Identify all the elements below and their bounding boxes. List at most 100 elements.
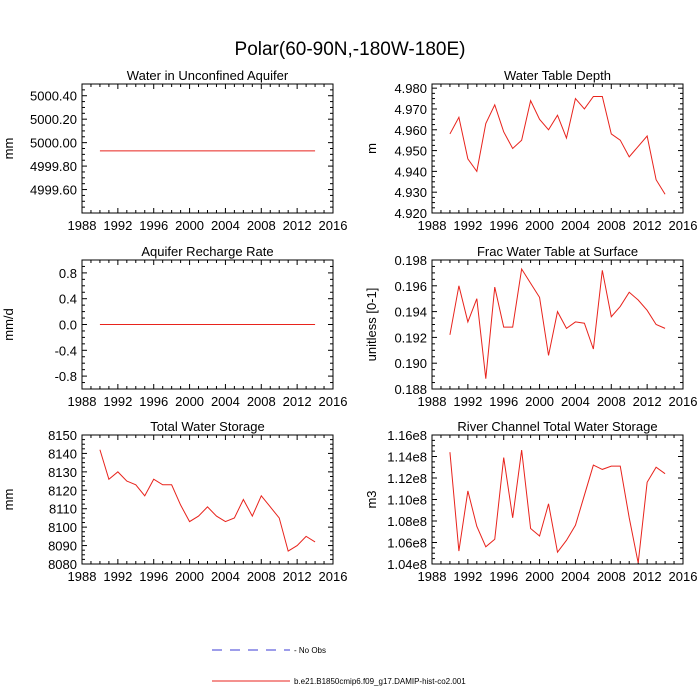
- panel-1: Water in Unconfined Aquifer mm 1988 1992 199…: [1, 68, 347, 233]
- y-tick-label: 0.196: [394, 279, 427, 294]
- y-axis-label: mm: [1, 489, 16, 511]
- y-tick-label: 1.14e8: [387, 450, 427, 465]
- x-tick-label: 1988: [418, 394, 447, 409]
- y-tick-label: 8100: [48, 520, 77, 535]
- x-tick-label: 2012: [283, 394, 312, 409]
- y-tick-label: 5000.20: [30, 112, 77, 127]
- x-tick-label: 2012: [283, 218, 312, 233]
- legend-label-no-obs: - No Obs: [294, 646, 326, 655]
- x-tick-label: 2004: [211, 569, 240, 584]
- x-tick-label: 2012: [633, 218, 662, 233]
- x-tick-label: 2016: [319, 394, 348, 409]
- panel-title: Aquifer Recharge Rate: [141, 244, 273, 259]
- x-tick-label: 2000: [525, 394, 554, 409]
- legend-label-model: b.e21.B1850cmip6.f09_g17.DAMIP-hist-co2.…: [294, 677, 466, 686]
- x-tick-label: 2004: [211, 394, 240, 409]
- x-tick-label: 2016: [319, 569, 348, 584]
- x-tick-label: 2012: [283, 569, 312, 584]
- y-tick-label: 4.950: [394, 144, 427, 159]
- y-tick-label: -0.4: [55, 343, 77, 358]
- panel-grid: Water in Unconfined Aquifer mm 1988 1992 199…: [1, 68, 697, 584]
- x-tick-label: 2004: [211, 218, 240, 233]
- x-tick-label: 1992: [453, 569, 482, 584]
- x-tick-label: 2008: [597, 569, 626, 584]
- x-tick-label: 2008: [247, 394, 276, 409]
- figure-title: Polar(60-90N,-180W-180E): [235, 39, 466, 60]
- panel-title: River Channel Total Water Storage: [457, 419, 657, 434]
- x-tick-label: 1988: [68, 394, 97, 409]
- y-tick-label: 4.940: [394, 164, 427, 179]
- y-axis-label: mm/d: [1, 308, 16, 341]
- x-tick-label: 2004: [561, 394, 590, 409]
- y-tick-label: -0.8: [55, 369, 77, 384]
- x-tick-label: 2008: [247, 218, 276, 233]
- y-tick-label: 8120: [48, 483, 77, 498]
- panel-3: Aquifer Recharge Rate mm/d 1988 1992 1996 200…: [1, 244, 347, 409]
- x-tick-label: 1992: [453, 218, 482, 233]
- series-line: [449, 267, 666, 379]
- x-tick-label: 1992: [453, 394, 482, 409]
- x-tick-label: 2012: [633, 569, 662, 584]
- x-tick-label: 1988: [68, 569, 97, 584]
- y-tick-label: 0.0: [59, 318, 77, 333]
- y-tick-label: 1.10e8: [387, 493, 427, 508]
- x-tick-label: 2000: [175, 569, 204, 584]
- x-tick-label: 2000: [175, 218, 204, 233]
- x-tick-label: 2000: [525, 569, 554, 584]
- y-tick-label: 0.4: [59, 292, 77, 307]
- plot-frame: [81, 434, 334, 565]
- x-tick-label: 1988: [418, 218, 447, 233]
- y-tick-label: 5000.40: [30, 89, 77, 104]
- x-tick-label: 1996: [139, 569, 168, 584]
- series-line: [449, 449, 666, 564]
- legend: - No Obs b.e21.B1850cmip6.f09_g17.DAMIP-…: [212, 646, 466, 686]
- y-tick-label: 5000.00: [30, 136, 77, 151]
- y-tick-label: 4999.60: [30, 183, 77, 198]
- panel-2: Water Table Depth m 1988 1992 1996 2000 2004 20…: [364, 68, 697, 233]
- y-tick-label: 4.980: [394, 81, 427, 96]
- y-tick-label: 1.08e8: [387, 514, 427, 529]
- y-tick-label: 1.16e8: [387, 428, 427, 443]
- y-tick-label: 1.12e8: [387, 471, 427, 486]
- y-axis-label: m3: [364, 490, 379, 508]
- x-tick-label: 2016: [669, 394, 698, 409]
- x-tick-label: 1996: [489, 569, 518, 584]
- x-tick-label: 2016: [669, 569, 698, 584]
- panel-title: Total Water Storage: [150, 419, 264, 434]
- plot-frame: [81, 83, 334, 214]
- x-tick-label: 2016: [319, 218, 348, 233]
- x-tick-label: 2004: [561, 218, 590, 233]
- x-tick-label: 1992: [103, 569, 132, 584]
- x-tick-label: 1996: [489, 394, 518, 409]
- x-tick-label: 1996: [489, 218, 518, 233]
- panel-title: Water Table Depth: [504, 68, 611, 83]
- y-axis-label: mm: [1, 138, 16, 160]
- y-tick-label: 8130: [48, 465, 77, 480]
- y-tick-label: 0.8: [59, 266, 77, 281]
- plot-frame: [431, 259, 684, 390]
- y-tick-label: 8150: [48, 428, 77, 443]
- x-tick-label: 1988: [68, 218, 97, 233]
- y-tick-label: 4.960: [394, 123, 427, 138]
- y-tick-label: 0.192: [394, 330, 427, 345]
- y-tick-label: 8140: [48, 446, 77, 461]
- y-tick-label: 8090: [48, 539, 77, 554]
- y-axis-label: unitless [0-1]: [364, 288, 379, 362]
- y-tick-label: 4.920: [394, 206, 427, 221]
- x-tick-label: 2000: [525, 218, 554, 233]
- x-tick-label: 2012: [633, 394, 662, 409]
- y-tick-label: 0.190: [394, 356, 427, 371]
- panel-5: Total Water Storage mm 1988 1992 1996 2000 200…: [1, 419, 347, 584]
- x-tick-label: 2008: [597, 394, 626, 409]
- y-tick-label: 1.06e8: [387, 536, 427, 551]
- panel-title: Water in Unconfined Aquifer: [127, 68, 289, 83]
- y-tick-label: 4999.80: [30, 159, 77, 174]
- x-tick-label: 2016: [669, 218, 698, 233]
- x-tick-label: 2008: [247, 569, 276, 584]
- x-tick-label: 1992: [103, 394, 132, 409]
- panel-4: Frac Water Table at Surface unitless [0-1…: [364, 244, 697, 409]
- x-tick-label: 2000: [175, 394, 204, 409]
- x-tick-label: 1996: [139, 394, 168, 409]
